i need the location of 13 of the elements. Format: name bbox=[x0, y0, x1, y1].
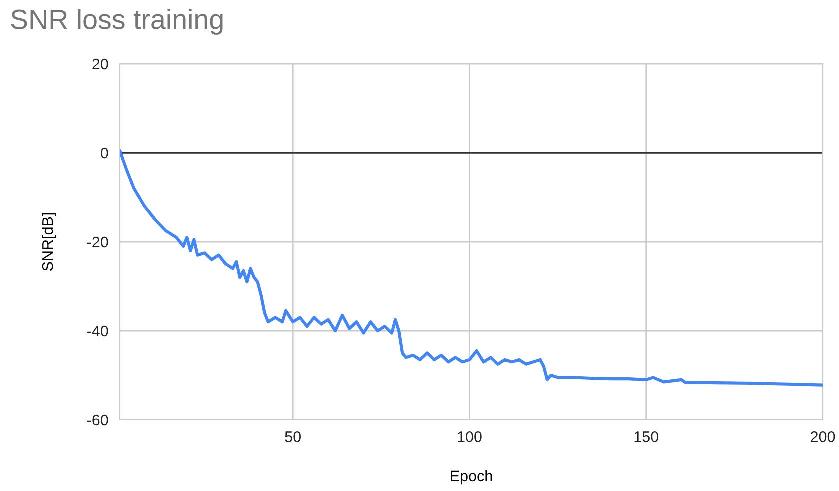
y-tick-label: 20 bbox=[92, 58, 108, 70]
y-tick-label: -20 bbox=[87, 236, 108, 248]
y-tick-label: -40 bbox=[87, 326, 108, 337]
chart-title: SNR loss training bbox=[11, 9, 223, 35]
y-axis-title: SNR[dB] bbox=[42, 213, 56, 272]
x-axis-title: Epoch bbox=[451, 470, 492, 485]
x-tick-label: 150 bbox=[634, 432, 659, 442]
x-tick-label: 100 bbox=[458, 432, 482, 442]
line-series bbox=[120, 149, 823, 387]
y-tick-label: 0 bbox=[100, 148, 108, 159]
x-tick-label: 50 bbox=[285, 432, 301, 442]
x-tick-label: 200 bbox=[811, 432, 836, 442]
y-tick-label: -60 bbox=[87, 414, 108, 426]
